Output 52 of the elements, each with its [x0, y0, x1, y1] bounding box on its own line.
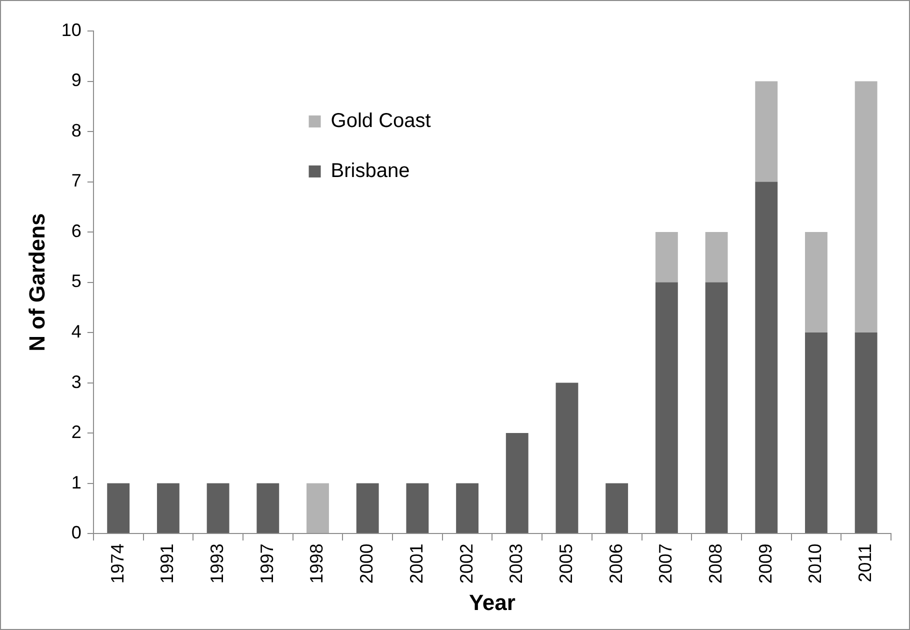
bar [805, 332, 828, 534]
x-tick-label: 2001 [406, 544, 426, 584]
bar [854, 81, 878, 333]
x-tick-label: 1998 [306, 544, 327, 584]
bar [655, 282, 678, 534]
y-tick-label: 10 [61, 20, 82, 40]
bar [805, 232, 828, 333]
bar [206, 483, 230, 534]
legend-label: Brisbane [330, 160, 410, 182]
y-tick-label: 7 [71, 170, 82, 191]
y-tick-label: 3 [71, 372, 82, 392]
bar [556, 382, 578, 534]
x-tick-label: 2007 [656, 544, 676, 584]
x-tick-label: 1993 [207, 544, 228, 584]
x-tick-label: 2002 [456, 544, 476, 584]
bar [406, 483, 429, 534]
x-tick-label: 2010 [805, 544, 826, 584]
y-tick-label: 4 [71, 322, 82, 342]
x-tick-label: 1974 [107, 544, 128, 584]
x-tick-label: 2000 [356, 544, 377, 584]
bar [256, 483, 280, 534]
x-tick-label: 2011 [855, 544, 876, 582]
y-tick-label: 6 [71, 220, 82, 241]
y-tick-label: 9 [71, 70, 82, 90]
x-tick-label: 2008 [706, 544, 726, 584]
bar [854, 332, 878, 534]
bar [755, 182, 778, 534]
x-tick-label: 2006 [606, 544, 626, 584]
bar [156, 483, 180, 534]
bar [107, 483, 130, 534]
y-tick-label: 1 [71, 472, 82, 492]
x-tick-label: 1997 [256, 544, 277, 584]
bar [655, 232, 678, 282]
y-tick-label: 8 [71, 120, 82, 140]
x-tick-label: 2003 [506, 544, 526, 584]
x-tick-label: 2005 [556, 544, 576, 584]
bar [755, 81, 778, 182]
bar [506, 433, 528, 534]
legend-label: Gold Coast [330, 110, 432, 132]
y-tick-label: 2 [71, 422, 82, 442]
x-tick-label: 2009 [755, 544, 776, 584]
y-axis-title: N of Gardens [24, 213, 50, 352]
bar [606, 483, 628, 534]
bar [705, 282, 728, 534]
x-axis-title: Year [468, 590, 516, 615]
bar [705, 232, 728, 282]
bar [356, 483, 379, 534]
y-tick-label: 5 [71, 271, 82, 292]
bar [306, 483, 329, 534]
bar [456, 483, 479, 534]
y-tick-label: 0 [71, 522, 82, 543]
x-tick-label: 1991 [157, 544, 178, 584]
